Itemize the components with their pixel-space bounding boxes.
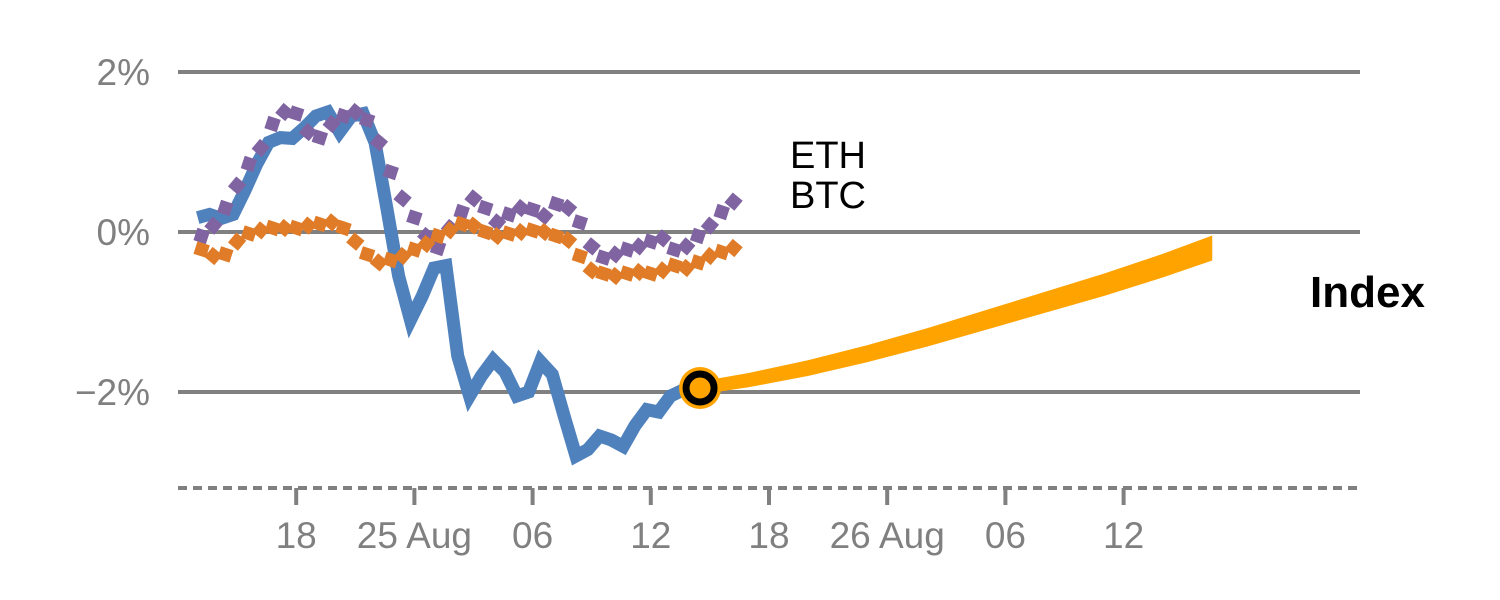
dot	[393, 189, 412, 208]
x-tick-labels-group: 18 25 Aug 06 12 18 26 Aug 06 12	[276, 515, 1145, 556]
dot	[511, 222, 530, 242]
x-tick-label-1: 25 Aug	[357, 515, 472, 556]
y-tick-label-0: 2%	[97, 52, 150, 93]
dot	[724, 192, 743, 211]
marker-group	[679, 367, 722, 409]
dot	[204, 216, 223, 235]
series-label-index: Index	[1310, 268, 1425, 317]
y-tick-labels-group: 2% 0% −2%	[75, 52, 150, 413]
dot	[500, 206, 518, 223]
dot	[653, 261, 672, 280]
dot	[193, 241, 210, 258]
x-tick-label-0: 18	[276, 515, 317, 556]
dot	[713, 203, 730, 221]
x-tick-label-7: 12	[1103, 515, 1144, 556]
dot	[500, 225, 518, 242]
dot	[382, 163, 399, 181]
dot	[524, 222, 541, 239]
dot	[535, 222, 554, 242]
x-tick-label-5: 26 Aug	[830, 515, 945, 556]
dot	[358, 111, 376, 129]
dot	[240, 155, 258, 173]
dot	[251, 221, 270, 240]
dot	[487, 226, 507, 246]
dot	[689, 227, 707, 245]
dot	[582, 237, 601, 256]
y-tick-label-1: 0%	[97, 212, 150, 253]
x-tick-label-2: 06	[512, 515, 553, 556]
dot	[677, 237, 696, 256]
dot	[724, 238, 743, 258]
x-tick-label-6: 06	[985, 515, 1026, 556]
dot	[700, 216, 720, 235]
dot	[358, 246, 376, 263]
dot	[689, 254, 707, 271]
x-tick-label-4: 18	[748, 515, 789, 556]
dot	[311, 215, 329, 233]
dot	[571, 247, 589, 265]
dot	[464, 189, 483, 208]
dot	[217, 199, 234, 217]
dot	[606, 266, 625, 286]
dot	[264, 115, 281, 133]
dot	[251, 138, 270, 158]
dot	[571, 214, 589, 231]
dot	[298, 122, 318, 142]
dot	[606, 245, 625, 264]
dot	[453, 215, 470, 233]
series-label-btc: BTC	[790, 175, 866, 217]
dot	[558, 230, 578, 250]
dot	[217, 246, 234, 263]
marker-ring[interactable]	[682, 370, 718, 406]
dot	[629, 237, 649, 256]
gridlines-group	[178, 70, 1360, 394]
dot	[535, 206, 554, 226]
series-band-forecast	[700, 235, 1213, 395]
dot	[227, 176, 247, 195]
y-tick-label-2: −2%	[75, 372, 150, 413]
dot	[335, 219, 352, 237]
series-dots-btc	[193, 213, 743, 286]
x-tick-label-3: 12	[630, 515, 671, 556]
dot	[477, 199, 494, 217]
dot	[298, 216, 318, 235]
dot	[700, 246, 720, 266]
dot	[311, 129, 329, 146]
series-label-eth: ETH	[790, 135, 866, 177]
dot	[288, 105, 305, 122]
dot	[264, 219, 281, 237]
dot	[558, 198, 578, 218]
dot	[524, 201, 541, 218]
dot	[618, 265, 636, 282]
dot	[369, 133, 389, 152]
series-group	[193, 102, 1213, 466]
dot	[288, 219, 305, 237]
dot	[653, 229, 672, 248]
x-axis-group	[178, 486, 1360, 505]
dot	[322, 213, 341, 232]
dot	[204, 246, 223, 266]
dot	[275, 218, 294, 238]
dot	[346, 232, 365, 251]
dot	[346, 102, 365, 122]
dot	[406, 209, 423, 226]
series-line-index	[196, 104, 701, 466]
dot	[193, 227, 210, 245]
dot	[369, 253, 389, 272]
dot	[677, 258, 696, 278]
dot	[464, 216, 483, 235]
series-dots-eth	[193, 102, 743, 266]
